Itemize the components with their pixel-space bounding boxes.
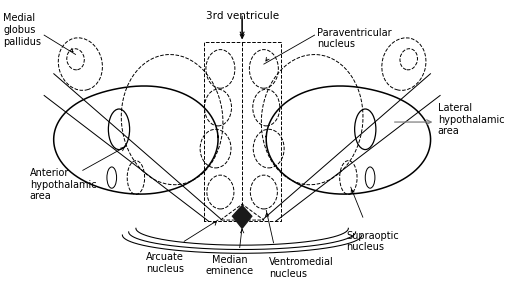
Text: Ventromedial
nucleus: Ventromedial nucleus xyxy=(269,257,333,279)
Text: Arcuate
nucleus: Arcuate nucleus xyxy=(146,252,184,274)
Text: Median
eminence: Median eminence xyxy=(206,255,254,277)
Text: Lateral
hypothalamic
area: Lateral hypothalamic area xyxy=(438,103,504,136)
Text: Paraventricular
nucleus: Paraventricular nucleus xyxy=(317,28,392,49)
Text: Medial
globus
pallidus: Medial globus pallidus xyxy=(3,13,41,47)
Polygon shape xyxy=(232,205,252,228)
Text: Supraoptic
nucleus: Supraoptic nucleus xyxy=(346,231,399,252)
Text: Anterior
hypothalamic
area: Anterior hypothalamic area xyxy=(30,168,96,201)
Text: 3rd ventricule: 3rd ventricule xyxy=(206,11,279,21)
